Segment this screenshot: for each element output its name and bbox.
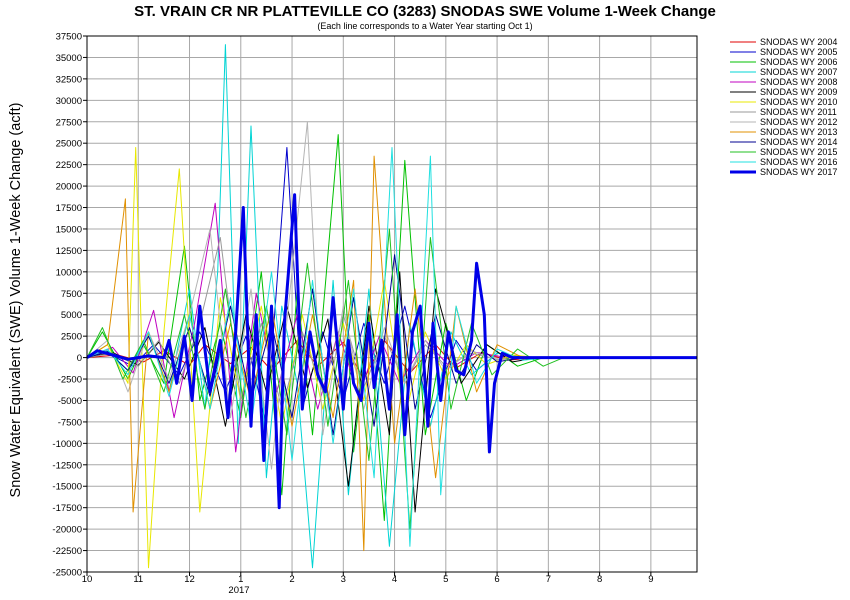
x-tick-label: 5: [443, 574, 448, 585]
y-tick-label: 32500: [56, 74, 82, 85]
y-tick-label: 15000: [56, 224, 82, 235]
y-axis-ticks: 3750035000325003000027500250002250020000…: [52, 32, 87, 579]
y-tick-label: -12500: [52, 460, 82, 471]
y-axis-label: Snow Water Equivalent (SWE) Volume 1-Wee…: [8, 103, 24, 498]
x-axis-year-label: 2017: [228, 585, 249, 596]
y-tick-label: -20000: [52, 525, 82, 536]
y-tick-label: 5000: [61, 310, 82, 321]
x-tick-label: 3: [341, 574, 346, 585]
y-tick-label: -17500: [52, 503, 82, 514]
legend-label: SNODAS WY 2008: [760, 77, 837, 87]
legend-label: SNODAS WY 2007: [760, 67, 837, 77]
chart-subtitle: (Each line corresponds to a Water Year s…: [317, 21, 532, 31]
y-tick-label: -5000: [58, 396, 82, 407]
legend-label: SNODAS WY 2014: [760, 137, 837, 147]
plot-area: [87, 36, 697, 572]
y-tick-label: 0: [77, 353, 82, 364]
legend-label: SNODAS WY 2004: [760, 37, 837, 47]
series-lines: [86, 44, 697, 569]
x-tick-label: 7: [546, 574, 551, 585]
y-tick-label: 10000: [56, 267, 82, 278]
legend-label: SNODAS WY 2006: [760, 57, 837, 67]
y-tick-label: 27500: [56, 117, 82, 128]
series-line-wy-2016: [86, 147, 549, 547]
y-tick-label: -22500: [52, 546, 82, 557]
legend-label: SNODAS WY 2005: [760, 47, 837, 57]
legend-label: SNODAS WY 2013: [760, 127, 837, 137]
legend-label: SNODAS WY 2015: [760, 147, 837, 157]
y-tick-label: 35000: [56, 53, 82, 64]
legend-label: SNODAS WY 2009: [760, 87, 837, 97]
y-tick-label: -10000: [52, 439, 82, 450]
legend-label: SNODAS WY 2016: [760, 157, 837, 167]
y-tick-label: -2500: [58, 375, 82, 386]
x-tick-label: 9: [648, 574, 653, 585]
series-line-wy-2015: [86, 228, 564, 530]
series-line-wy-2017: [86, 193, 697, 510]
x-tick-label: 12: [184, 574, 195, 585]
x-tick-label: 2: [289, 574, 294, 585]
y-tick-label: -25000: [52, 568, 82, 579]
y-tick-label: 17500: [56, 203, 82, 214]
x-tick-label: 8: [597, 574, 602, 585]
y-tick-label: 22500: [56, 160, 82, 171]
plot-frame: [86, 35, 698, 573]
y-tick-label: 2500: [61, 332, 82, 343]
y-tick-label: 25000: [56, 139, 82, 150]
x-tick-label: 4: [392, 574, 397, 585]
legend-label: SNODAS WY 2017: [760, 167, 837, 177]
y-tick-label: 37500: [56, 32, 82, 43]
x-tick-label: 10: [82, 574, 93, 585]
y-tick-label: -15000: [52, 482, 82, 493]
x-tick-label: 1: [238, 574, 243, 585]
chart-title: ST. VRAIN CR NR PLATTEVILLE CO (3283) SN…: [134, 3, 716, 20]
legend-label: SNODAS WY 2012: [760, 117, 837, 127]
x-tick-label: 11: [133, 574, 143, 585]
y-tick-label: 12500: [56, 246, 82, 257]
y-tick-label: 7500: [61, 289, 82, 300]
y-tick-label: 30000: [56, 96, 82, 107]
legend-label: SNODAS WY 2010: [760, 97, 837, 107]
x-tick-label: 6: [494, 574, 499, 585]
x-axis-ticks: 10 11 12 1 2 3 4 5 6 7 8 9: [82, 572, 654, 585]
y-tick-label: 20000: [56, 182, 82, 193]
legend-label: SNODAS WY 2011: [760, 107, 837, 117]
y-tick-label: -7500: [58, 417, 82, 428]
